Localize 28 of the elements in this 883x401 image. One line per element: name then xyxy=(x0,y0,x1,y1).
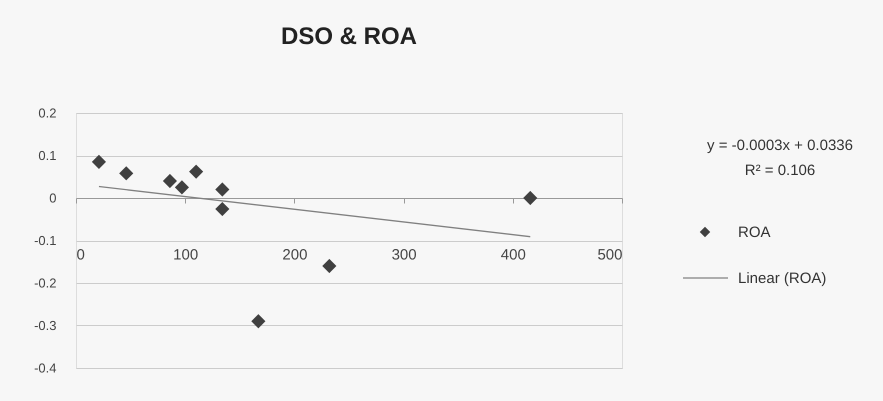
text: y = -0.0003x + 0.0336 xyxy=(707,137,853,154)
y-tick-label: -0.4 xyxy=(34,360,56,376)
y-tick-label: -0.3 xyxy=(34,318,56,333)
x-tick-label: 400 xyxy=(500,246,526,264)
x-tick-label: 100 xyxy=(173,246,198,264)
point xyxy=(251,314,266,328)
point xyxy=(322,258,336,274)
text: R² = 0.106 xyxy=(744,162,816,179)
x-tick-label: 300 xyxy=(392,246,417,264)
y-tick-label: 0 xyxy=(49,190,56,206)
chart-title: DSO & ROA xyxy=(280,23,418,50)
point xyxy=(189,164,204,179)
point xyxy=(92,154,106,169)
y-tick-label: 0.2 xyxy=(38,106,56,120)
point xyxy=(215,182,230,197)
point xyxy=(523,190,538,206)
point xyxy=(119,166,134,180)
point xyxy=(215,202,230,216)
x-tick-label: 200 xyxy=(282,246,308,264)
legend-label: Linear (ROA) xyxy=(738,270,826,287)
point xyxy=(162,174,177,188)
legend-label: ROA xyxy=(738,224,771,241)
y-tick-label: -0.1 xyxy=(34,233,56,248)
y-tick-label: -0.2 xyxy=(34,276,56,290)
x-tick-label: 500 xyxy=(597,246,622,264)
y-tick-label: 0.1 xyxy=(38,148,56,163)
x-tick-label: 0 xyxy=(76,246,85,264)
point xyxy=(174,180,189,194)
